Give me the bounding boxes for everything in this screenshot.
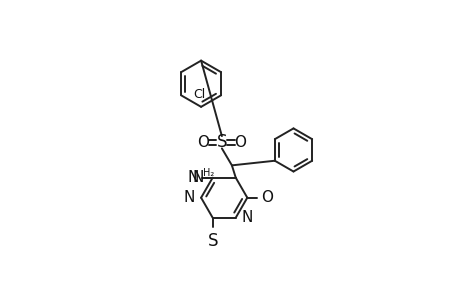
Text: H₂: H₂ bbox=[202, 168, 213, 178]
Text: O: O bbox=[261, 190, 273, 205]
Text: N: N bbox=[187, 170, 198, 185]
Text: S: S bbox=[216, 133, 227, 151]
Text: S: S bbox=[207, 232, 218, 250]
Text: N: N bbox=[183, 190, 195, 205]
Text: N: N bbox=[191, 170, 203, 185]
Text: Cl: Cl bbox=[193, 88, 205, 101]
Text: O: O bbox=[197, 135, 209, 150]
Text: N: N bbox=[241, 210, 253, 225]
Text: O: O bbox=[234, 135, 246, 150]
